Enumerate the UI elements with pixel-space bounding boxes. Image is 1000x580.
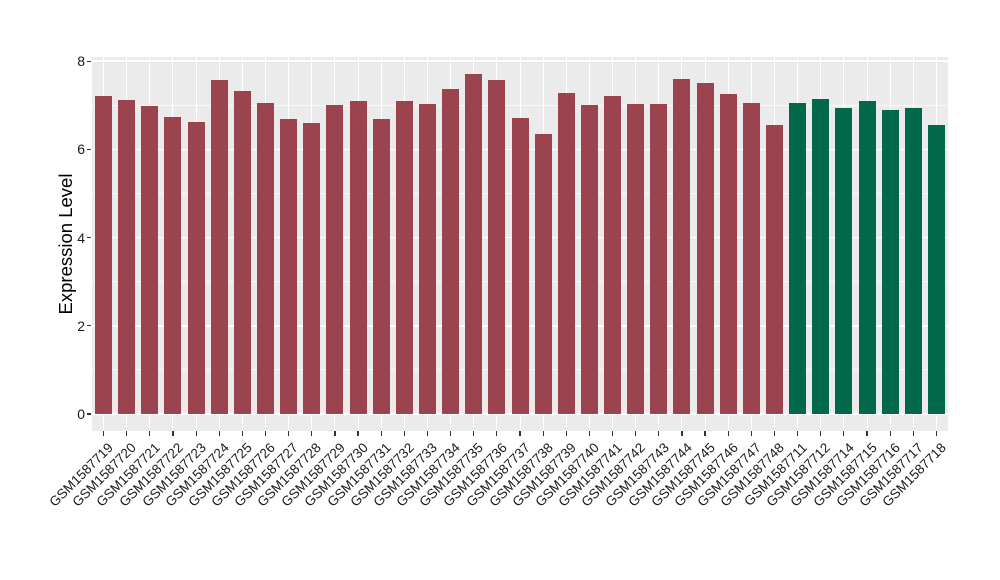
x-axis-tick bbox=[935, 431, 938, 436]
x-axis-tick bbox=[727, 431, 729, 436]
bar-GSM1587730 bbox=[349, 101, 367, 414]
bar-GSM1587719 bbox=[95, 95, 113, 414]
x-axis-tick bbox=[102, 431, 105, 436]
bar-GSM1587748 bbox=[765, 125, 783, 414]
x-axis-tick bbox=[241, 431, 243, 436]
x-axis-tick bbox=[172, 431, 174, 436]
x-axis-tick bbox=[588, 431, 590, 436]
x-axis-tick bbox=[889, 431, 891, 436]
major-gridline bbox=[92, 413, 948, 415]
x-axis-tick bbox=[820, 431, 822, 436]
bar-GSM1587728 bbox=[303, 122, 321, 414]
bar-GSM1587731 bbox=[372, 118, 390, 414]
bar-GSM1587718 bbox=[927, 124, 945, 414]
y-axis-tick-label: 0 bbox=[77, 406, 85, 422]
x-axis-tick bbox=[449, 431, 452, 436]
x-axis-tick bbox=[658, 431, 660, 436]
bar-GSM1587741 bbox=[604, 96, 622, 414]
x-axis-tick bbox=[681, 431, 683, 436]
bar-GSM1587747 bbox=[742, 103, 760, 414]
y-axis-tick-label: 4 bbox=[77, 229, 85, 246]
y-axis-tick-label: 2 bbox=[77, 317, 85, 334]
minor-gridline bbox=[92, 104, 948, 106]
x-axis-tick bbox=[519, 431, 521, 436]
x-axis-tick bbox=[357, 431, 359, 436]
y-axis-tick bbox=[87, 413, 91, 415]
bar-GSM1587712 bbox=[812, 98, 830, 414]
x-axis-tick bbox=[843, 431, 845, 436]
x-axis-tick bbox=[611, 431, 614, 436]
bar-GSM1587737 bbox=[511, 117, 529, 414]
x-axis-tick bbox=[912, 431, 914, 436]
bar-GSM1587715 bbox=[858, 100, 876, 414]
bar-GSM1587733 bbox=[418, 104, 436, 414]
y-axis-tick-label: 8 bbox=[77, 53, 85, 70]
x-axis-tick bbox=[311, 431, 313, 436]
x-axis-tick bbox=[750, 431, 752, 436]
x-axis-tick bbox=[218, 431, 220, 436]
bar-GSM1587740 bbox=[580, 105, 598, 414]
x-axis-tick bbox=[195, 431, 197, 436]
bar-GSM1587736 bbox=[488, 79, 506, 414]
bar-GSM1587723 bbox=[187, 121, 205, 414]
x-axis-tick bbox=[773, 431, 776, 436]
x-axis-tick bbox=[403, 431, 405, 436]
bar-GSM1587735 bbox=[465, 74, 483, 414]
bar-GSM1587732 bbox=[395, 101, 413, 414]
x-axis-tick bbox=[149, 431, 151, 436]
bar-GSM1587721 bbox=[141, 105, 159, 414]
y-axis-tick-label: 6 bbox=[77, 141, 85, 158]
bar-GSM1587711 bbox=[789, 103, 807, 414]
x-axis-tick bbox=[264, 431, 267, 436]
x-axis-tick bbox=[126, 431, 128, 436]
plot-panel bbox=[92, 57, 948, 431]
x-axis-tick bbox=[380, 431, 382, 436]
x-axis-tick bbox=[473, 431, 475, 436]
bar-GSM1587724 bbox=[210, 80, 228, 414]
y-axis-tick bbox=[87, 148, 91, 150]
bar-GSM1587738 bbox=[534, 133, 552, 414]
bar-GSM1587717 bbox=[904, 107, 922, 414]
bar-GSM1587739 bbox=[557, 93, 575, 414]
y-axis-tick bbox=[87, 237, 91, 239]
bar-GSM1587716 bbox=[881, 110, 899, 414]
bar-GSM1587722 bbox=[164, 116, 182, 414]
x-axis-tick bbox=[288, 431, 290, 436]
bar-GSM1587746 bbox=[719, 93, 737, 414]
bar-GSM1587729 bbox=[326, 105, 344, 414]
x-axis-tick bbox=[565, 431, 567, 436]
x-axis-tick bbox=[334, 431, 336, 436]
bar-GSM1587714 bbox=[835, 108, 853, 414]
bar-GSM1587727 bbox=[280, 118, 298, 414]
x-axis-tick bbox=[426, 431, 429, 436]
x-axis-tick bbox=[797, 431, 799, 436]
y-axis-tick bbox=[87, 60, 91, 62]
x-axis-tick bbox=[542, 431, 544, 436]
x-axis-tick bbox=[635, 431, 637, 436]
bar-GSM1587745 bbox=[696, 83, 714, 414]
bar-GSM1587742 bbox=[627, 103, 645, 414]
x-axis-tick bbox=[496, 431, 498, 436]
y-axis-tick bbox=[87, 325, 91, 327]
bar-GSM1587743 bbox=[650, 104, 668, 414]
bar-GSM1587726 bbox=[257, 102, 274, 414]
bar-GSM1587744 bbox=[673, 78, 691, 414]
bar-GSM1587734 bbox=[442, 88, 460, 414]
bar-GSM1587720 bbox=[118, 100, 136, 414]
x-axis-tick bbox=[704, 431, 706, 436]
x-axis-tick bbox=[866, 431, 868, 436]
bar-GSM1587725 bbox=[233, 91, 251, 414]
major-gridline bbox=[92, 60, 948, 62]
